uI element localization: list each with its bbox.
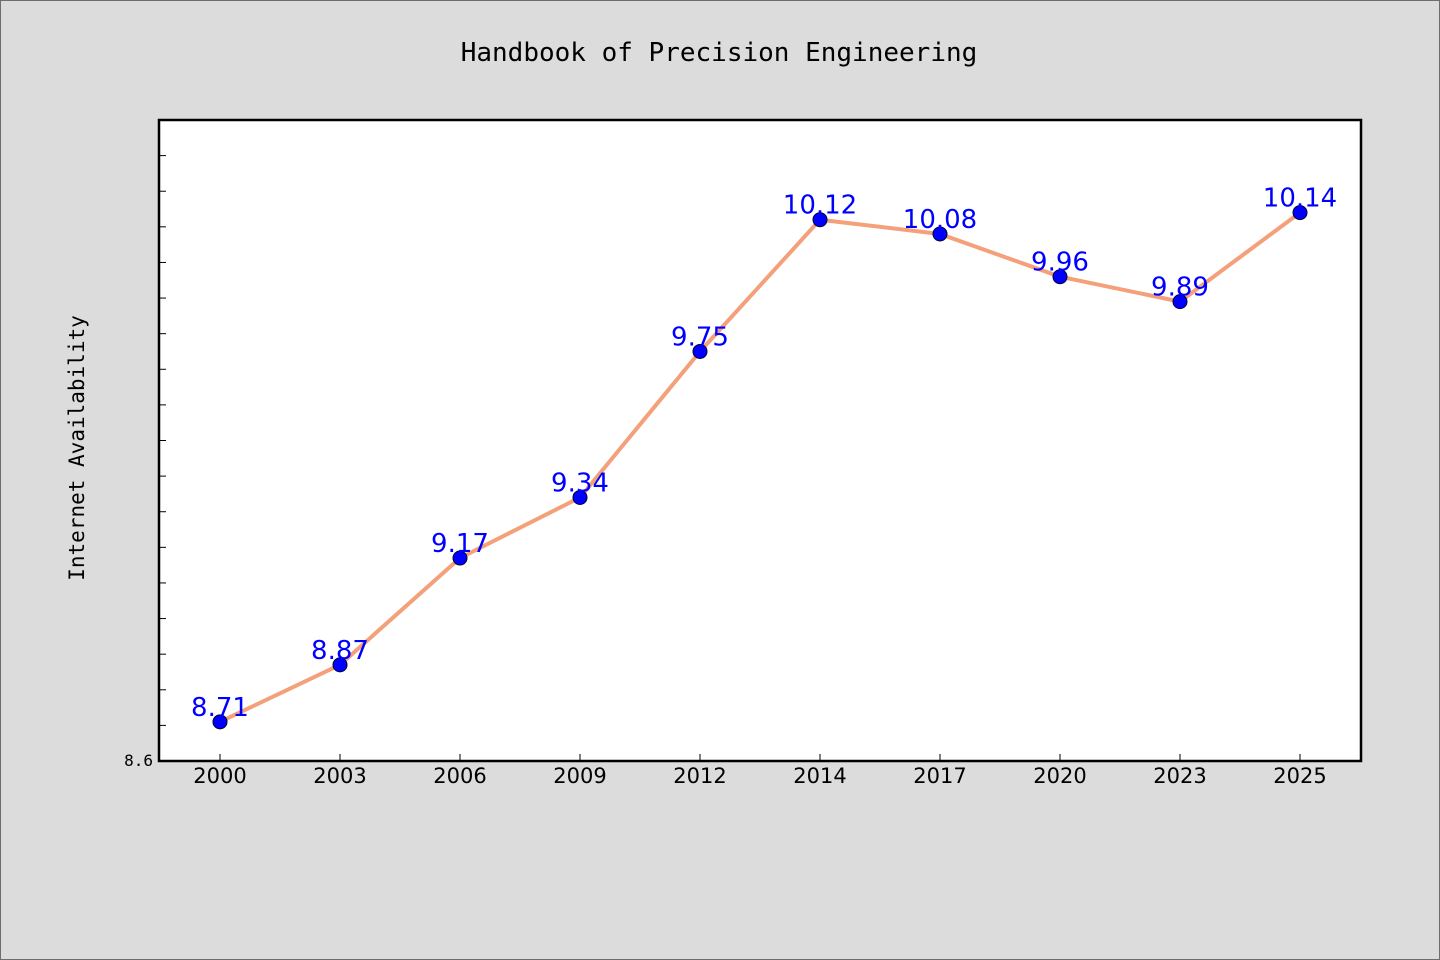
data-label: 9.96 [1031,248,1089,278]
x-tick-label: 2006 [433,764,486,788]
data-point [932,226,948,242]
x-tick-label: 2009 [553,764,606,788]
data-label: 9.75 [671,322,729,352]
x-tick-label: 2017 [913,764,966,788]
x-tick-label: 2000 [193,764,246,788]
x-tick-label: 2023 [1153,764,1206,788]
data-label: 10.14 [1263,184,1337,214]
data-point [572,489,588,505]
plot-area [159,120,1361,761]
y-axis-label: Internet Availability [65,315,89,581]
data-label: 9.34 [551,468,609,498]
data-point [1052,269,1068,285]
data-point [1292,205,1308,221]
data-label: 9.89 [1151,273,1209,303]
data-label: 8.87 [311,636,369,666]
x-tick-label: 2025 [1273,764,1326,788]
data-markers [212,205,1308,730]
x-tick-label: 2020 [1033,764,1086,788]
data-point [812,212,828,228]
y-tick-label: 8.6 [124,751,153,770]
data-point [1172,294,1188,310]
data-labels: 8.71 8.87 9.17 9.34 9.75 10.12 10.08 9.96 9.89 10… [191,184,1337,723]
data-point [332,657,348,673]
data-label: 9.17 [431,529,489,559]
data-label: 10.12 [783,191,857,221]
x-tick-labels: 2000 2003 2006 2009 2012 2014 2017 2020 2023 2025 [193,764,1326,788]
plot-border [157,118,1363,763]
data-point [452,550,468,566]
x-tick-label: 2003 [313,764,366,788]
chart-title: Handbook of Precision Engineering [461,38,978,68]
data-point [692,343,708,359]
x-tick-label: 2012 [673,764,726,788]
data-label: 8.71 [191,693,249,723]
data-point [212,714,228,730]
x-tick-label: 2014 [793,764,846,788]
data-label: 10.08 [903,205,977,235]
series-line [218,210,1302,724]
